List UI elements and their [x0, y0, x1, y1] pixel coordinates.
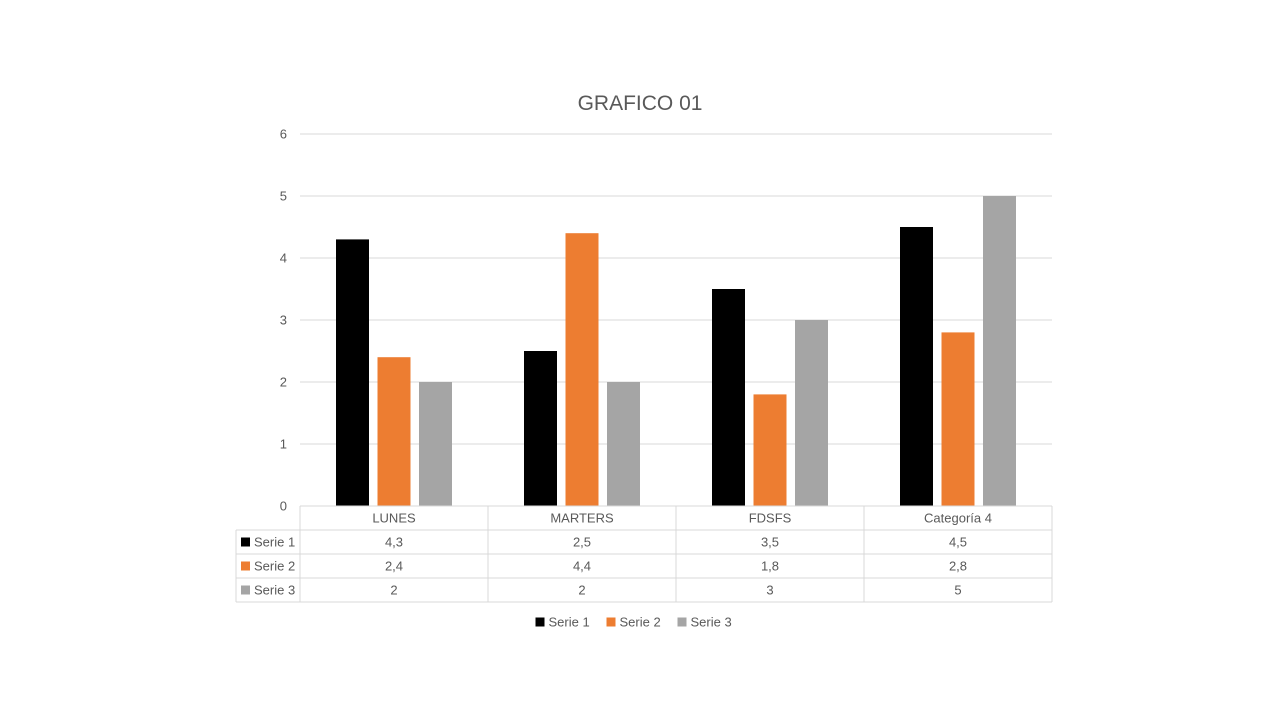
legend-swatch [606, 617, 616, 627]
chart-title: GRAFICO 01 [578, 92, 703, 115]
x-tick-label: Categoría 4 [924, 511, 992, 526]
table-legend-key [241, 537, 250, 547]
gridlines [300, 133, 1052, 445]
y-tick-label: 6 [280, 127, 287, 142]
bars [336, 196, 1016, 506]
bar-serie-1-lunes [336, 239, 369, 506]
data-label: 1,8 [761, 559, 779, 574]
table-legend-key [241, 585, 250, 595]
bar-serie-3-categor-a-4 [983, 196, 1016, 506]
bar-serie-1-marters [524, 351, 557, 506]
legend-swatch [535, 617, 545, 627]
y-tick-label: 5 [280, 189, 287, 204]
data-table: LUNES MARTERS FDSFS Categoría 4 Serie 1 4,3 2,… [235, 505, 1053, 603]
data-label: 4,3 [385, 535, 403, 550]
y-tick-label: 2 [280, 375, 287, 390]
bar-serie-2-marters [565, 233, 599, 506]
legend-label: Serie 2 [620, 615, 661, 630]
bar-serie-1-fdsfs [712, 289, 745, 506]
table-legend-key [241, 561, 250, 571]
table-row-header: Serie 2 [254, 559, 295, 574]
data-label: 4,4 [573, 559, 591, 574]
table-row-header: Serie 1 [254, 535, 295, 550]
data-label: 2 [390, 583, 397, 598]
data-label: 2,5 [573, 535, 591, 550]
y-tick-label: 3 [280, 313, 287, 328]
legend-swatch [677, 617, 687, 627]
y-tick-label: 0 [280, 499, 287, 514]
bar-serie-2-categor-a-4 [941, 332, 975, 506]
x-tick-label: MARTERS [550, 511, 614, 526]
legend-label: Serie 3 [691, 615, 732, 630]
bar-serie-2-lunes [377, 357, 411, 506]
x-tick-label: LUNES [372, 511, 416, 526]
bar-serie-3-lunes [419, 382, 452, 506]
legend-label: Serie 1 [549, 615, 590, 630]
data-label: 2,8 [949, 559, 967, 574]
data-label: 3,5 [761, 535, 779, 550]
bar-serie-1-categor-a-4 [900, 227, 933, 506]
table-row-header: Serie 3 [254, 583, 295, 598]
data-label: 5 [954, 583, 961, 598]
bar-serie-3-fdsfs [795, 320, 828, 506]
y-tick-label: 4 [280, 251, 287, 266]
data-label: 2 [578, 583, 585, 598]
x-tick-label: FDSFS [749, 511, 792, 526]
bar-serie-3-marters [607, 382, 640, 506]
data-label: 4,5 [949, 535, 967, 550]
legend: Serie 1 Serie 2 Serie 3 [535, 615, 732, 630]
data-label: 2,4 [385, 559, 403, 574]
data-label: 3 [766, 583, 773, 598]
bar-serie-2-fdsfs [753, 394, 787, 506]
y-tick-label: 1 [280, 437, 287, 452]
y-axis-ticks: 0 1 2 3 4 5 6 [280, 127, 287, 514]
